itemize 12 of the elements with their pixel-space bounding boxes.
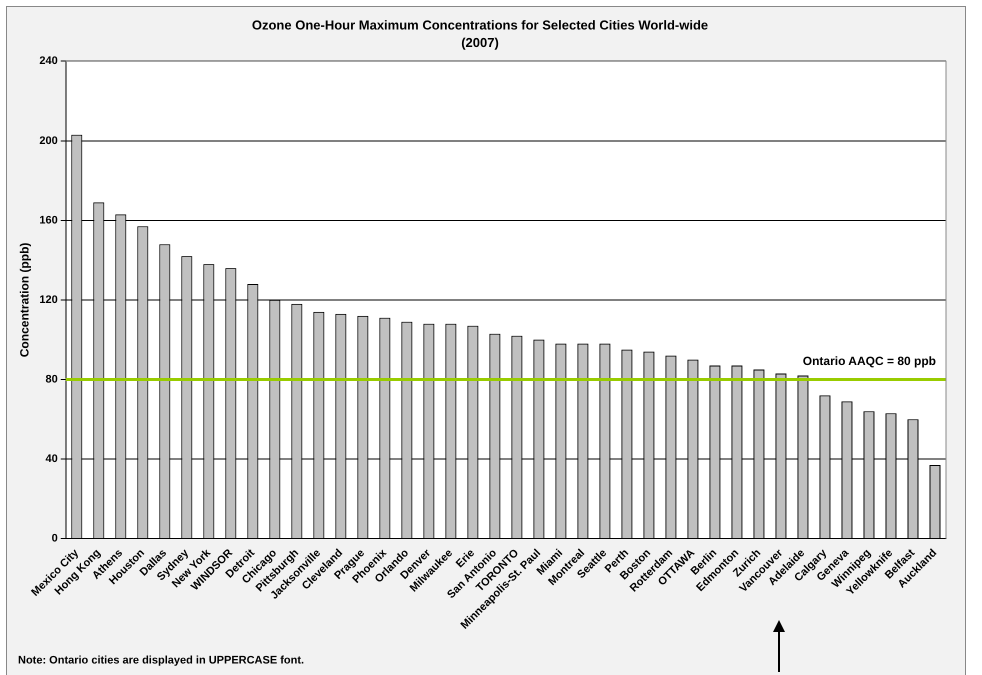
y-axis-title: Concentration (ppb)	[18, 242, 32, 358]
y-tick-label: 80	[46, 374, 58, 386]
y-tick-label: 200	[39, 134, 58, 147]
chart-subtitle: (2007)	[461, 34, 499, 50]
y-tick-label: 240	[39, 55, 58, 68]
y-tick-label: 0	[52, 532, 58, 545]
y-tick-label: 40	[46, 453, 58, 466]
text: Note: Ontario cities are displayed in UPPERCASE font.	[18, 654, 304, 667]
ref-line-label: Ontario AAQC = 80 ppb	[802, 354, 936, 368]
chart-title: Ozone One-Hour Maximum Concentrations for Selected Cities World-wide	[252, 17, 708, 32]
y-tick-label: 120	[39, 294, 58, 306]
y-tick-label: 160	[39, 214, 58, 226]
